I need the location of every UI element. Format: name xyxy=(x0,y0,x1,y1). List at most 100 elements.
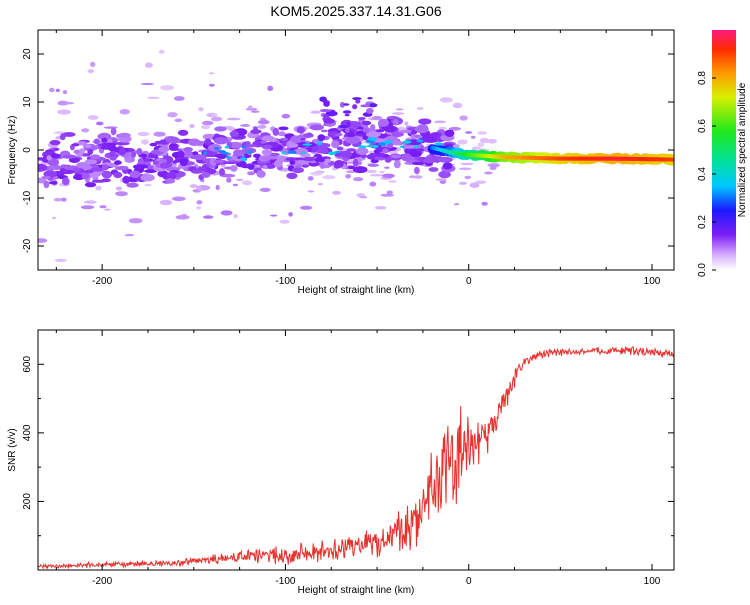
spectrogram-cell xyxy=(240,124,250,127)
spectrogram-speckle xyxy=(174,96,185,101)
spectrogram-speckle xyxy=(382,174,395,178)
spectrogram-cell xyxy=(223,161,238,164)
spectrogram-speckle xyxy=(63,90,67,94)
spectrogram-cell xyxy=(348,166,355,170)
spectrogram-hotspot xyxy=(203,151,207,154)
spectrogram-hotspot xyxy=(221,152,229,155)
spectrogram-cell xyxy=(214,137,228,144)
spectrogram-speckle xyxy=(454,203,460,205)
spectrogram-speckle xyxy=(49,88,55,92)
spectrogram-cell xyxy=(219,168,225,176)
spectrogram-speckle xyxy=(233,214,238,218)
spectrogram-speckle xyxy=(181,214,187,216)
spectrogram-speckle xyxy=(440,97,453,102)
spectrogram-speckle xyxy=(487,139,497,144)
spectrogram-cell xyxy=(345,114,350,116)
spectrogram-cell xyxy=(87,149,93,155)
spectrogram-speckle xyxy=(96,122,104,126)
spectrogram-speckle xyxy=(409,175,415,178)
spectrogram-speckle xyxy=(55,259,67,262)
spectrogram-cell xyxy=(323,114,329,119)
spectrogram-speckle xyxy=(387,191,393,195)
spectrogram-speckle xyxy=(459,168,472,171)
spectrogram-hotspot xyxy=(434,142,442,145)
spectrogram-cell xyxy=(169,147,179,151)
snr-xtick-label: 100 xyxy=(644,576,661,587)
spectrogram-speckle xyxy=(160,200,172,206)
spectrogram-cell xyxy=(418,118,431,124)
spectrogram-cell xyxy=(362,127,369,132)
spectrogram-cell xyxy=(307,132,312,136)
spectrogram-hotspot xyxy=(358,145,368,148)
spectrogram-speckle xyxy=(90,62,95,67)
spectrogram-speckle xyxy=(81,128,89,132)
spectrogram-cell xyxy=(274,160,283,168)
colorbar-tick-label: 0.2 xyxy=(697,215,708,229)
spectrogram-cell xyxy=(366,102,375,104)
spectrogram-cell xyxy=(261,145,272,149)
snr-ytick-label: 400 xyxy=(22,424,33,441)
spectrogram-cell xyxy=(310,124,324,130)
spectrogram-cell xyxy=(346,122,351,128)
spectrogram-hotspot xyxy=(417,139,424,143)
spectrogram-cell xyxy=(343,103,349,106)
spectrogram-speckle xyxy=(61,198,66,202)
spectrogram-cell xyxy=(383,125,397,132)
spectrogram-xtick-label: 0 xyxy=(466,276,472,287)
spectrogram-cell xyxy=(414,167,420,174)
spectrogram-cell xyxy=(378,119,389,127)
spectrogram-speckle xyxy=(190,184,198,188)
spectrogram-cell xyxy=(85,144,92,148)
spectrogram-cell xyxy=(85,159,97,164)
spectrogram-speckle xyxy=(141,139,149,144)
spectrogram-marks xyxy=(33,50,675,262)
spectrogram-cell xyxy=(137,148,143,155)
spectrogram-cell xyxy=(110,151,116,157)
spectrogram-cell xyxy=(166,137,180,144)
spectrogram-ytick-label: 0 xyxy=(22,147,33,153)
snr-frame xyxy=(38,330,674,570)
spectrogram-cell xyxy=(382,148,389,153)
spectrogram-speckle xyxy=(167,112,177,117)
spectrogram-speckle xyxy=(459,115,468,120)
spectrogram-speckle xyxy=(141,83,154,85)
snr-xtick-label: -200 xyxy=(92,576,112,587)
spectrogram-speckle xyxy=(318,183,323,185)
spectrogram-cell xyxy=(331,140,339,148)
spectrogram-cell xyxy=(42,176,51,179)
spectrogram-cell xyxy=(92,180,106,183)
spectrogram-speckle xyxy=(209,84,215,87)
spectrogram-cell xyxy=(262,135,274,140)
spectrogram-speckle xyxy=(226,177,231,182)
spectrogram-cell xyxy=(302,165,309,168)
spectrogram-speckle xyxy=(396,108,404,110)
spectrogram-speckle xyxy=(392,112,405,115)
spectrogram-speckle xyxy=(129,218,143,223)
spectrogram-cell xyxy=(411,130,417,134)
spectrogram-cell xyxy=(412,162,424,165)
spectrogram-speckle xyxy=(490,166,497,170)
spectrogram-cell xyxy=(358,117,366,120)
spectrogram-cell xyxy=(101,145,112,149)
spectrogram-cell xyxy=(113,172,122,178)
spectrogram-cell xyxy=(33,164,48,172)
spectrogram-cell xyxy=(429,167,439,172)
spectrogram-cell xyxy=(273,128,280,136)
spectrogram-speckle xyxy=(203,215,213,219)
spectrogram-speckle xyxy=(120,109,130,115)
spectrogram-cell xyxy=(167,172,177,178)
spectrogram-speckle xyxy=(465,131,472,134)
spectrogram-speckle xyxy=(159,50,165,54)
spectrogram-speckle xyxy=(175,119,183,123)
spectrogram-cell xyxy=(94,139,100,145)
spectrogram-speckle xyxy=(308,176,314,181)
spectrogram-speckle xyxy=(88,115,99,120)
spectrogram-cell xyxy=(118,148,126,155)
spectrogram-cell xyxy=(102,164,109,170)
spectrogram-cell xyxy=(286,157,296,161)
spectrogram-cell xyxy=(191,170,203,174)
spectrogram-speckle xyxy=(57,109,71,114)
spectrogram-cell xyxy=(71,143,79,146)
spectrogram-speckle xyxy=(404,122,408,126)
